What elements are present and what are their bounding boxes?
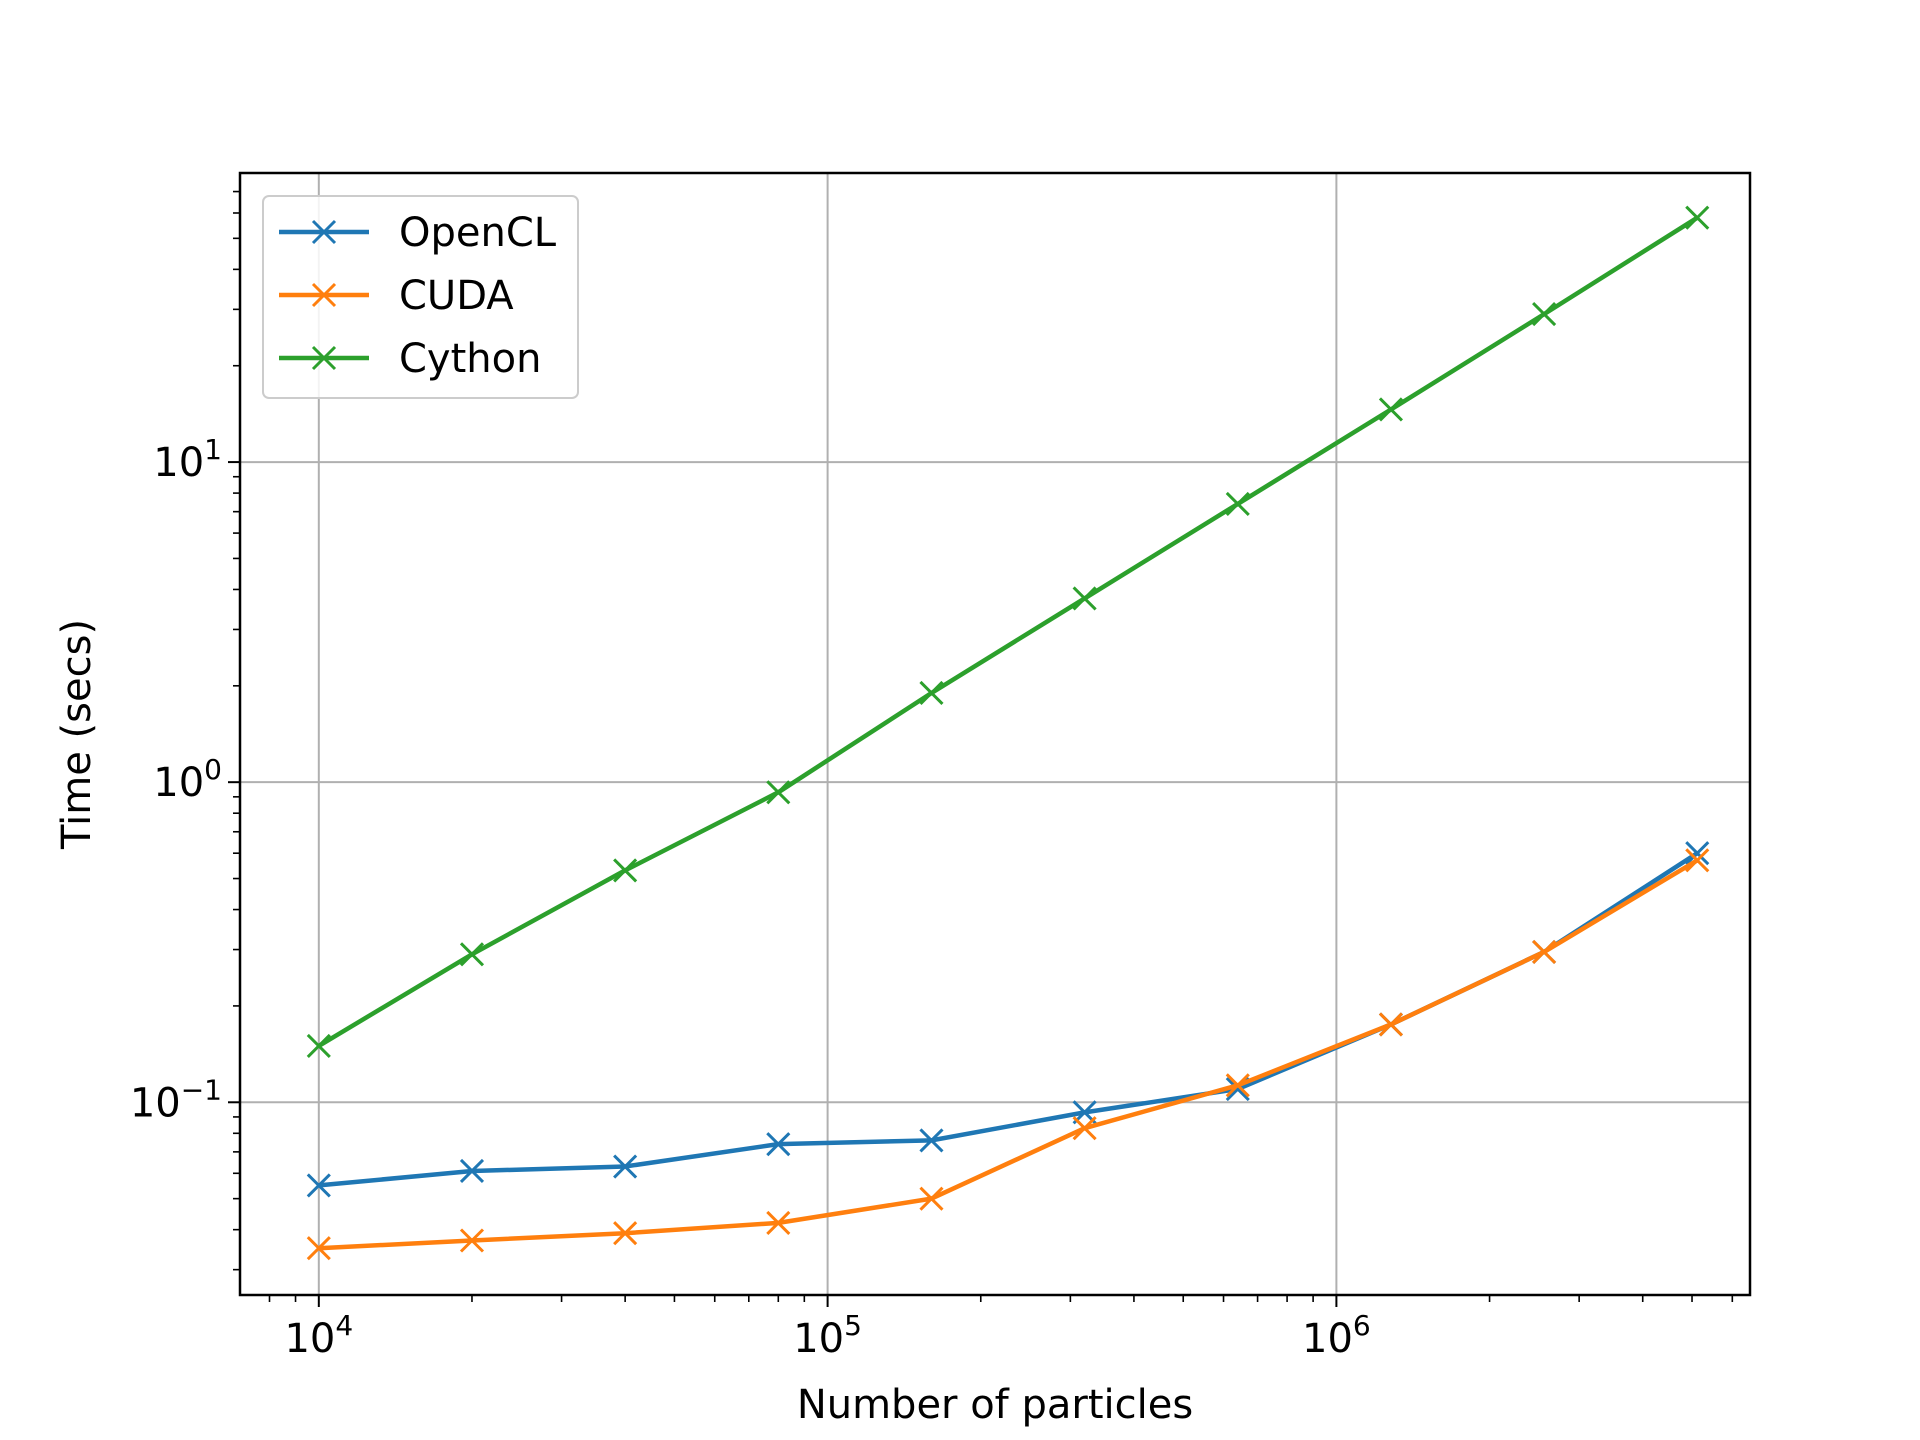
series-cython-line	[317, 215, 1699, 1048]
series-cython-point	[1532, 302, 1557, 327]
x-tick-label: 105	[793, 1309, 862, 1362]
y-tick-label: 100	[153, 753, 222, 806]
series-cython-point	[306, 1033, 331, 1058]
series-opencl	[306, 841, 1710, 1198]
x-tick-label: 104	[284, 1309, 353, 1362]
y-axis-label: Time (secs)	[54, 619, 100, 850]
legend-item-opencl: OpenCL	[279, 210, 557, 256]
legend-label: CUDA	[399, 273, 514, 319]
grid-lines	[240, 173, 1750, 1295]
series-cython-point	[1072, 586, 1097, 611]
series-cuda-point	[1685, 848, 1710, 873]
legend-item-cuda: CUDA	[279, 273, 514, 319]
series-cython	[306, 205, 1710, 1058]
series-cuda-point	[459, 1228, 485, 1253]
legend: OpenCL CUDA Cython	[262, 195, 579, 399]
series-cython-point	[1378, 397, 1404, 422]
series-cuda-point	[1532, 939, 1557, 964]
series-cuda-point	[1072, 1116, 1097, 1141]
series-cuda	[306, 848, 1710, 1261]
y-tick-label: 101	[153, 433, 222, 486]
x-axis-label: Number of particles	[797, 1382, 1193, 1428]
series-cuda-point	[766, 1210, 791, 1235]
legend-label: OpenCL	[399, 210, 557, 256]
series-cuda-point	[919, 1186, 944, 1211]
legend-marker	[311, 345, 337, 371]
legend-label: Cython	[399, 336, 541, 382]
series-opencl-point	[766, 1132, 791, 1157]
series-opencl-point	[919, 1128, 944, 1153]
series-opencl-line	[318, 851, 1699, 1188]
x-tick-label: 106	[1302, 1309, 1371, 1362]
series-cython-point	[1225, 491, 1250, 516]
series-cuda-point	[613, 1221, 638, 1246]
y-tick-label: 10−1	[130, 1073, 222, 1126]
series-opencl-point	[306, 1173, 331, 1198]
series-cuda-point	[1225, 1073, 1250, 1098]
axis-ticks: 104 105 106 10−1 100 101	[130, 190, 1734, 1362]
series-cython-point	[766, 780, 791, 805]
series-cython-point	[1685, 205, 1710, 230]
legend-marker	[311, 282, 337, 308]
series-cython-point	[459, 942, 485, 967]
legend-marker	[311, 219, 337, 245]
legend-box	[262, 195, 579, 399]
series-cuda-point	[306, 1236, 331, 1261]
series-cython-point	[919, 680, 944, 706]
plot-frame	[238, 171, 1752, 1297]
series-cython-point	[613, 858, 638, 883]
series-opencl-point	[613, 1154, 638, 1179]
series-cuda-line	[318, 858, 1699, 1251]
series-cuda-point	[1378, 1012, 1404, 1037]
series-opencl-point	[459, 1158, 485, 1184]
series-lines	[306, 205, 1710, 1261]
legend-item-cython: Cython	[279, 336, 541, 382]
series-opencl-point	[1685, 841, 1710, 866]
